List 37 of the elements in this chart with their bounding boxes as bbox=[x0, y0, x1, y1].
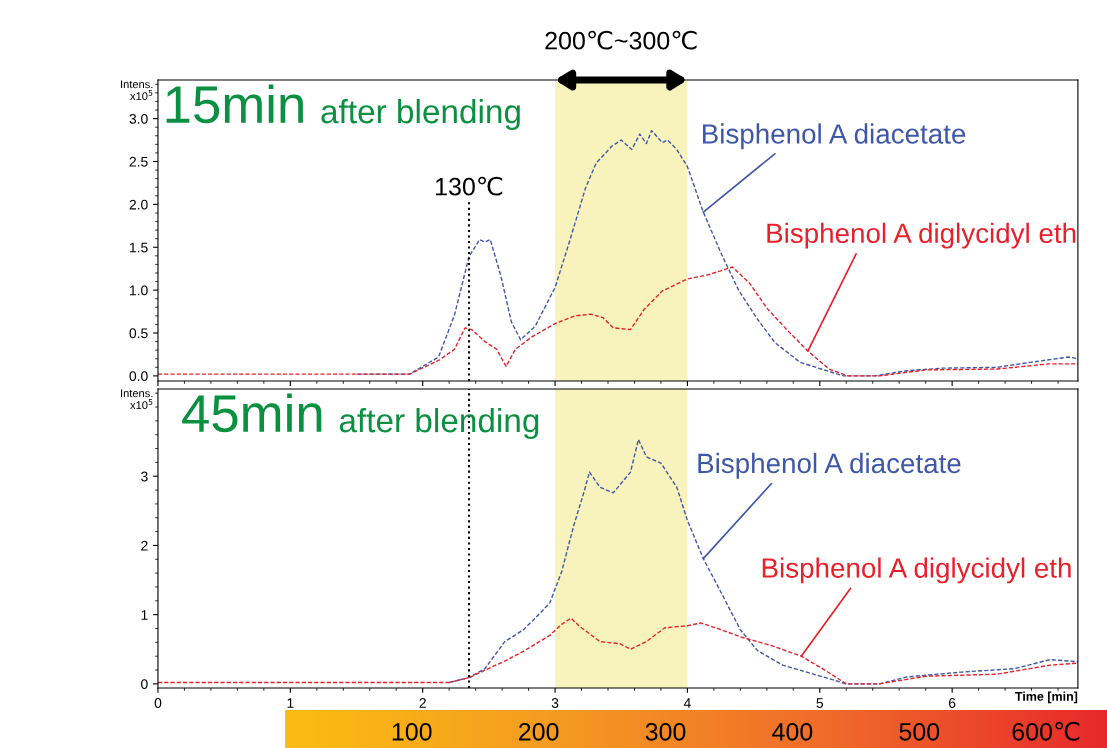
y-axis-title: Intens. x10$^{5}$ bbox=[121, 389, 153, 410]
series-label: Bisphenol A diacetate bbox=[703, 123, 966, 150]
y-tick-label: 2 bbox=[141, 540, 148, 551]
series-label: Bisphenol A diacetate bbox=[698, 452, 961, 479]
band-label: 200℃~300℃ bbox=[545, 30, 697, 50]
x-tick-label: 2 bbox=[419, 698, 426, 708]
y-tick-label: 0 bbox=[141, 679, 148, 690]
x2-tick-label: 300 bbox=[645, 722, 686, 741]
text: Bisphenol A diglycidyl eth bbox=[762, 557, 1071, 584]
x2-tick-label: 100 bbox=[392, 722, 432, 741]
y-tick-label: 3 bbox=[141, 471, 148, 482]
y-tick-label: 3.0 bbox=[129, 113, 148, 124]
annotation: 45min bbox=[182, 393, 322, 433]
x-tick-label: 6 bbox=[948, 698, 956, 708]
y-tick-label: 2.0 bbox=[129, 199, 148, 210]
x2-tick-label: 400 bbox=[772, 722, 813, 741]
y-tick-label: 1.0 bbox=[130, 285, 148, 296]
series-label: Bisphenol A diglycidyl eth bbox=[767, 222, 1076, 249]
x-tick-label: 4 bbox=[683, 698, 691, 708]
annotation: after blending bbox=[339, 407, 539, 440]
x-tick-label: 5 bbox=[816, 698, 824, 708]
ref-line-label: 130℃ bbox=[436, 176, 503, 196]
y-tick-label: 0.5 bbox=[129, 328, 148, 339]
annotation: after blending bbox=[321, 98, 520, 131]
y-tick-label: 0.0 bbox=[129, 371, 148, 382]
x2-tick-label: 500 bbox=[899, 722, 940, 741]
x-tick-label: 3 bbox=[551, 698, 559, 708]
y-tick-label: 2.5 bbox=[129, 156, 148, 167]
x-tick-label: 0 bbox=[154, 698, 162, 708]
x-tick-label: 1 bbox=[287, 698, 294, 708]
y-tick-label: 1.5 bbox=[130, 242, 148, 253]
x2-tick-label: 200 bbox=[519, 722, 559, 741]
x-axis-title: Time [min] bbox=[1015, 691, 1078, 704]
annotation: 15min bbox=[166, 84, 303, 124]
y-tick-label: 1 bbox=[141, 610, 148, 620]
x2-tick-label: 600℃ bbox=[1012, 721, 1080, 741]
y-axis-title: Intens. x10$^{5}$ bbox=[121, 80, 153, 101]
